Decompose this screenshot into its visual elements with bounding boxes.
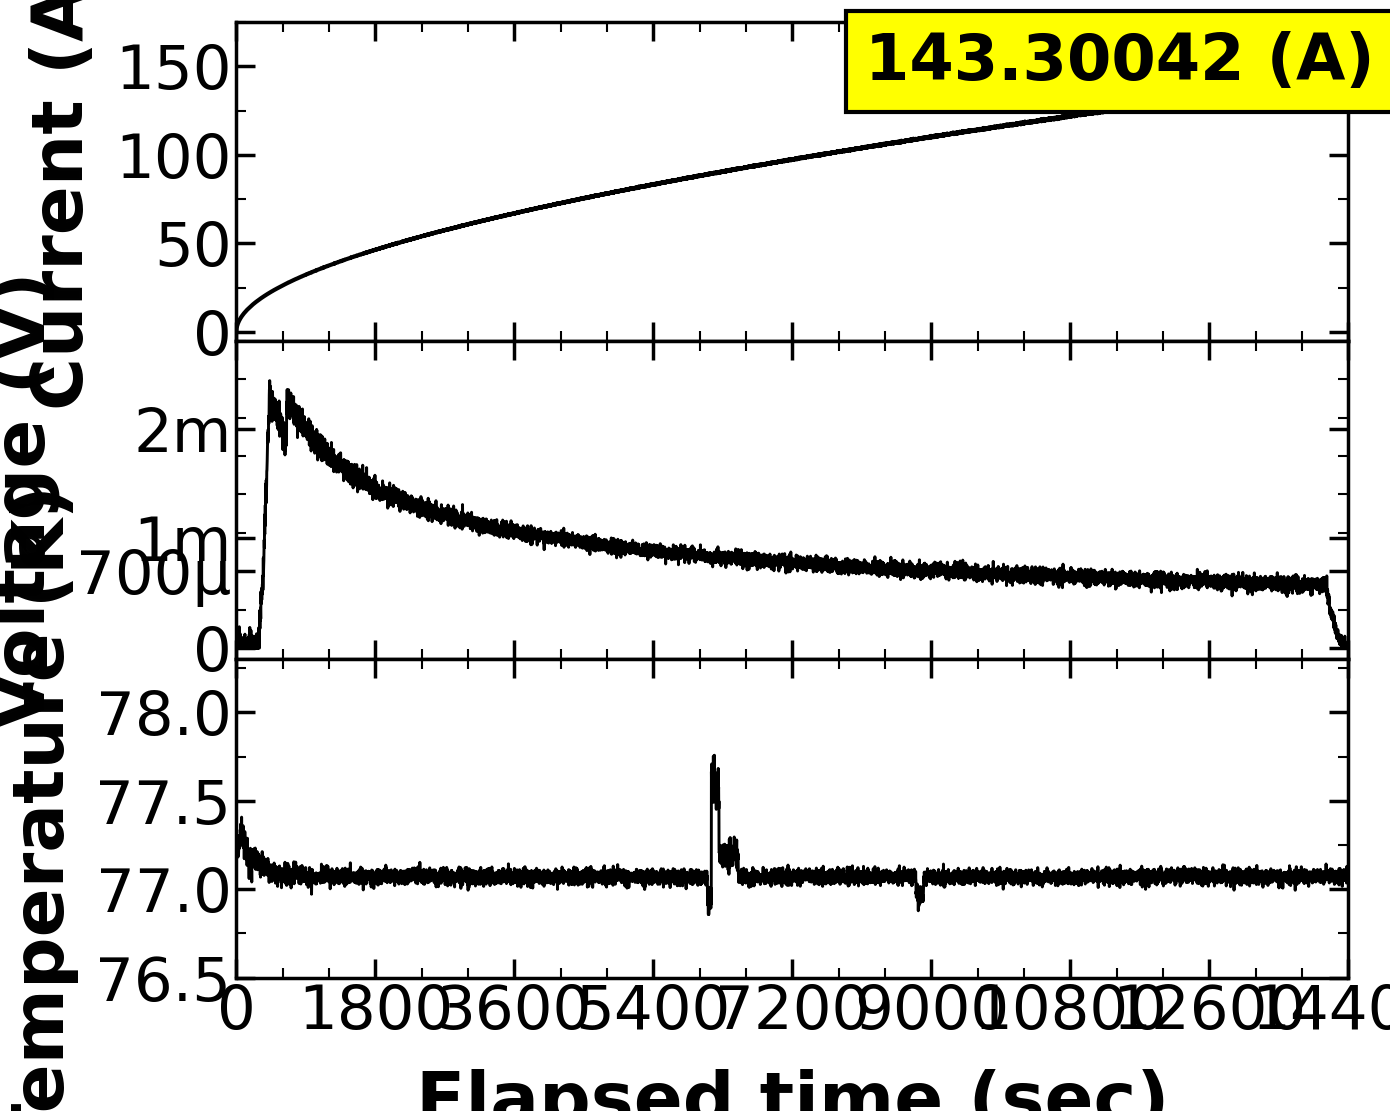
Y-axis label: Temperature (K): Temperature (K) xyxy=(10,484,79,1111)
X-axis label: Elapsed time (sec): Elapsed time (sec) xyxy=(416,1069,1169,1111)
Text: 143.30042 (A) @ 200 (rpm): 143.30042 (A) @ 200 (rpm) xyxy=(865,30,1390,92)
Y-axis label: Current (A): Current (A) xyxy=(29,0,99,410)
Y-axis label: Voltage (V): Voltage (V) xyxy=(0,271,60,729)
